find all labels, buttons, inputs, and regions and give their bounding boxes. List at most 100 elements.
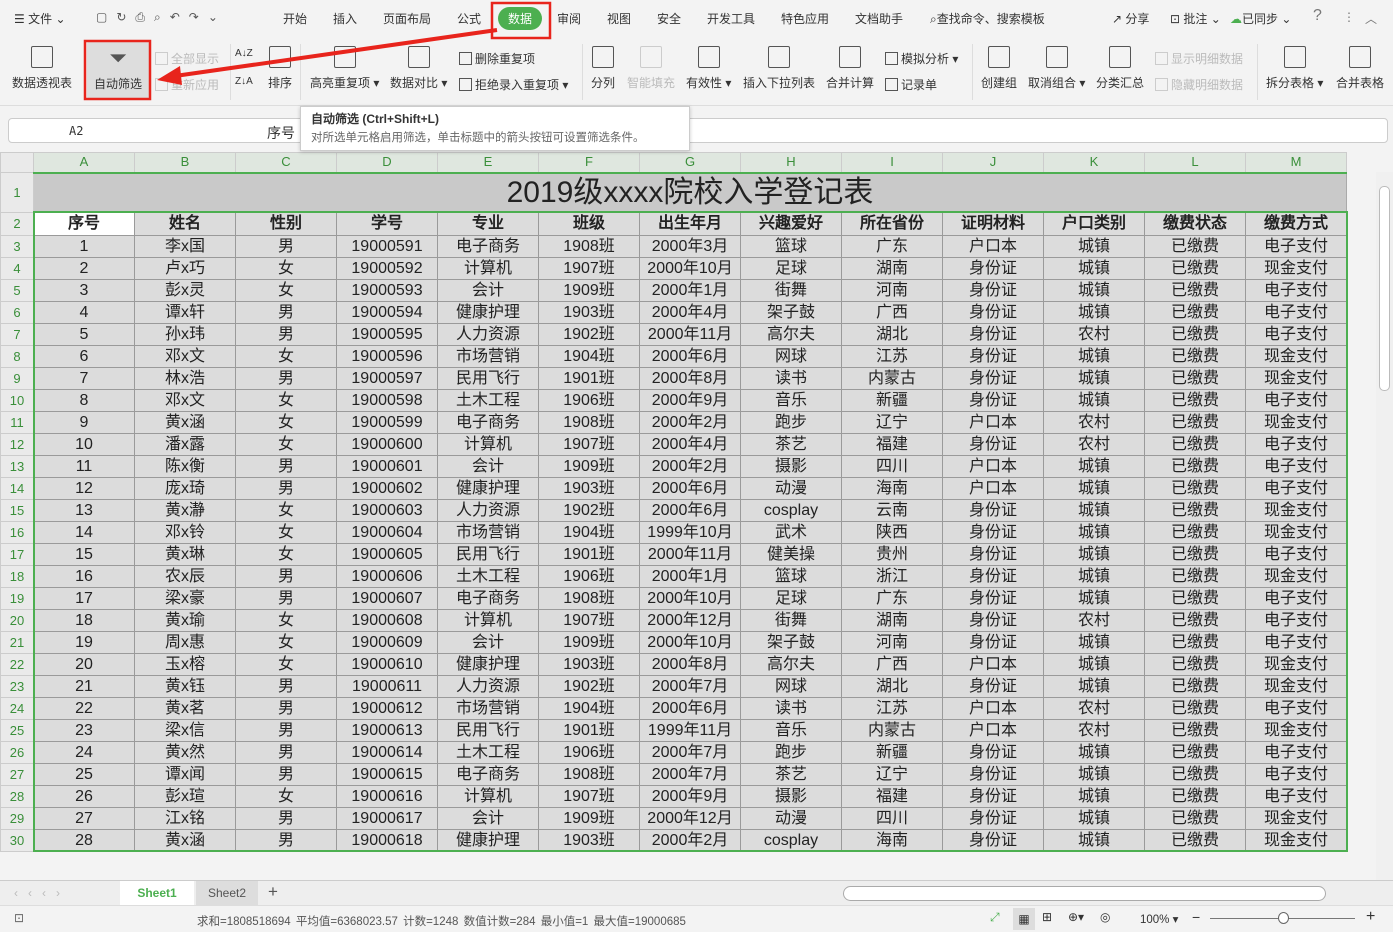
table-cell[interactable]: 电子商务 — [437, 587, 539, 610]
table-cell[interactable]: 女 — [235, 631, 337, 654]
table-cell[interactable]: 农x辰 — [134, 565, 236, 588]
table-cell[interactable]: 19000617 — [336, 807, 438, 830]
table-cell[interactable]: 江苏 — [841, 697, 943, 720]
table-cell[interactable]: 河南 — [841, 631, 943, 654]
table-cell[interactable]: 四川 — [841, 455, 943, 478]
table-cell[interactable]: 1907班 — [538, 257, 640, 280]
split-table-button[interactable]: 拆分表格 ▾ — [1266, 46, 1323, 91]
table-cell[interactable]: 已缴费 — [1144, 235, 1246, 258]
table-cell[interactable]: 辽宁 — [841, 763, 943, 786]
table-cell[interactable]: 2000年2月 — [639, 411, 741, 434]
table-cell[interactable]: 12 — [33, 477, 135, 500]
table-cell[interactable]: 女 — [235, 279, 337, 302]
column-header[interactable]: C — [235, 152, 337, 174]
table-cell[interactable]: 计算机 — [437, 433, 539, 456]
table-cell[interactable]: 已缴费 — [1144, 565, 1246, 588]
table-cell[interactable]: 电子支付 — [1245, 587, 1347, 610]
table-cell[interactable]: 电子支付 — [1245, 323, 1347, 346]
table-cell[interactable]: 架子鼓 — [740, 631, 842, 654]
table-cell[interactable]: 城镇 — [1043, 345, 1145, 368]
table-cell[interactable]: 城镇 — [1043, 455, 1145, 478]
table-cell[interactable]: 茶艺 — [740, 433, 842, 456]
row-header[interactable]: 30 — [0, 829, 34, 852]
table-cell[interactable]: 架子鼓 — [740, 301, 842, 324]
table-cell[interactable]: 摄影 — [740, 455, 842, 478]
table-cell[interactable]: 2000年10月 — [639, 587, 741, 610]
sheet-tab-sheet2[interactable]: Sheet2 — [196, 881, 258, 905]
column-header[interactable]: E — [437, 152, 539, 174]
row-header[interactable]: 8 — [0, 345, 34, 368]
row-header[interactable]: 16 — [0, 521, 34, 544]
table-cell[interactable]: 4 — [33, 301, 135, 324]
insert-dropdown-button[interactable]: 插入下拉列表 — [743, 46, 815, 91]
table-cell[interactable]: 男 — [235, 367, 337, 390]
column-header[interactable]: M — [1245, 152, 1347, 174]
hide-detail-button[interactable]: 隐藏明细数据 — [1155, 76, 1243, 93]
table-cell[interactable]: 已缴费 — [1144, 675, 1246, 698]
table-cell[interactable]: 四川 — [841, 807, 943, 830]
table-cell[interactable]: 现金支付 — [1245, 499, 1347, 522]
table-cell[interactable]: 身份证 — [942, 279, 1044, 302]
table-cell[interactable]: 19000608 — [336, 609, 438, 632]
table-cell[interactable]: 19000597 — [336, 367, 438, 390]
table-cell[interactable]: 电子商务 — [437, 235, 539, 258]
table-cell[interactable]: 城镇 — [1043, 741, 1145, 764]
table-cell[interactable]: 民用飞行 — [437, 543, 539, 566]
table-cell[interactable]: 17 — [33, 587, 135, 610]
table-cell[interactable]: 男 — [235, 455, 337, 478]
table-cell[interactable]: 2000年6月 — [639, 345, 741, 368]
table-cell[interactable]: 黄x瑜 — [134, 609, 236, 632]
row-header[interactable]: 18 — [0, 565, 34, 588]
table-cell[interactable]: 农村 — [1043, 433, 1145, 456]
table-cell[interactable]: 会计 — [437, 631, 539, 654]
table-cell[interactable]: 健康护理 — [437, 301, 539, 324]
header-cell[interactable]: 专业 — [437, 212, 539, 236]
table-cell[interactable]: 黄x然 — [134, 741, 236, 764]
zoom-slider-thumb[interactable] — [1278, 912, 1289, 924]
table-cell[interactable]: 江苏 — [841, 345, 943, 368]
table-cell[interactable]: 1908班 — [538, 411, 640, 434]
row-header[interactable]: 14 — [0, 477, 34, 500]
table-cell[interactable]: 足球 — [740, 257, 842, 280]
table-cell[interactable]: 1901班 — [538, 367, 640, 390]
table-cell[interactable]: 女 — [235, 543, 337, 566]
table-cell[interactable]: 音乐 — [740, 719, 842, 742]
table-cell[interactable]: 梁x信 — [134, 719, 236, 742]
data-compare-button[interactable]: 数据对比 ▾ — [390, 46, 447, 91]
table-cell[interactable]: 女 — [235, 345, 337, 368]
column-header[interactable]: I — [841, 152, 943, 174]
table-cell[interactable]: 身份证 — [942, 323, 1044, 346]
table-cell[interactable]: 读书 — [740, 367, 842, 390]
comment-button[interactable]: ⊡ 批注 ⌄ — [1170, 12, 1221, 26]
eye-protection-icon[interactable]: ◎ — [1100, 910, 1111, 924]
table-cell[interactable]: 已缴费 — [1144, 587, 1246, 610]
table-cell[interactable]: 卢x巧 — [134, 257, 236, 280]
table-cell[interactable]: 10 — [33, 433, 135, 456]
table-cell[interactable]: 湖南 — [841, 257, 943, 280]
table-cell[interactable]: 19000604 — [336, 521, 438, 544]
table-cell[interactable]: 身份证 — [942, 345, 1044, 368]
table-cell[interactable]: 动漫 — [740, 477, 842, 500]
table-cell[interactable]: 电子支付 — [1245, 697, 1347, 720]
remove-duplicates-button[interactable]: 删除重复项 — [459, 50, 535, 67]
table-cell[interactable]: 女 — [235, 411, 337, 434]
table-cell[interactable]: 身份证 — [942, 807, 1044, 830]
table-cell[interactable]: 音乐 — [740, 389, 842, 412]
table-cell[interactable]: 身份证 — [942, 763, 1044, 786]
table-cell[interactable]: 28 — [33, 829, 135, 852]
table-cell[interactable]: 1909班 — [538, 279, 640, 302]
table-cell[interactable]: 1906班 — [538, 741, 640, 764]
table-cell[interactable]: 2000年7月 — [639, 741, 741, 764]
sheet-tab-sheet1[interactable]: Sheet1 — [120, 881, 194, 905]
row-header[interactable]: 15 — [0, 499, 34, 522]
table-cell[interactable]: 谭x闻 — [134, 763, 236, 786]
table-cell[interactable]: 云南 — [841, 499, 943, 522]
table-cell[interactable]: 广东 — [841, 587, 943, 610]
table-cell[interactable]: 2 — [33, 257, 135, 280]
row-header[interactable]: 22 — [0, 653, 34, 676]
table-cell[interactable]: 18 — [33, 609, 135, 632]
header-cell[interactable]: 姓名 — [134, 212, 236, 236]
split-column-button[interactable]: 分列 — [591, 46, 615, 91]
table-cell[interactable]: 户口本 — [942, 235, 1044, 258]
table-cell[interactable]: 1908班 — [538, 587, 640, 610]
